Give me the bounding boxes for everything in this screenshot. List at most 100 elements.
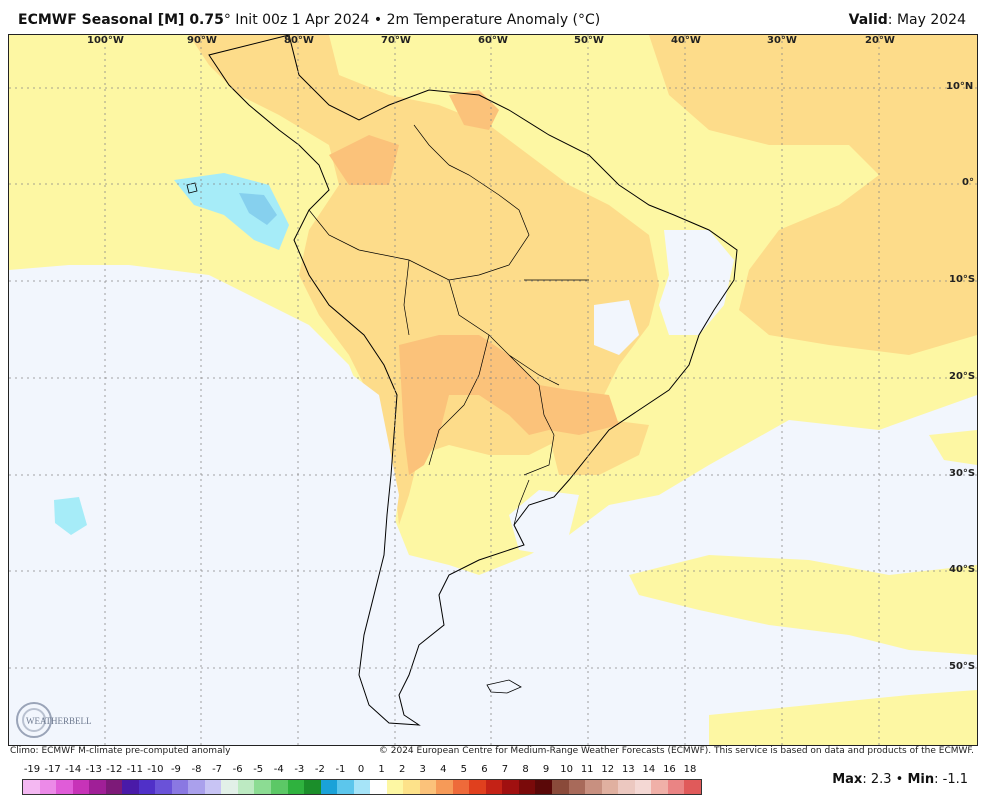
scale-tick: -6	[232, 764, 243, 775]
scale-swatch	[304, 780, 321, 794]
country-borders	[308, 124, 589, 526]
scale-swatch	[684, 780, 701, 794]
scale-tick: 14	[642, 764, 656, 775]
ecmwf-credit: © 2024 European Centre for Medium-Range …	[378, 746, 974, 756]
climo-credit: Climo: ECMWF M-climate pre-computed anom…	[10, 746, 231, 756]
scale-swatch	[188, 780, 205, 794]
scale-tick: 11	[580, 764, 594, 775]
lon-label: 30°W	[767, 35, 797, 46]
scale-tick: 0	[357, 764, 365, 775]
scale-tick: -17	[44, 764, 61, 775]
scale-swatch	[452, 780, 470, 794]
scale-swatch	[204, 780, 222, 794]
scale-tick: -14	[64, 764, 82, 775]
scale-swatch	[89, 780, 106, 794]
lat-label: 10°N	[946, 81, 974, 92]
scale-tick: -10	[147, 764, 164, 775]
scale-swatch	[568, 780, 586, 794]
scale-swatch	[72, 780, 90, 794]
scale-tick: -11	[126, 764, 143, 775]
scale-swatch	[56, 780, 73, 794]
scale-swatch	[634, 780, 652, 794]
scale-tick: 3	[419, 764, 426, 775]
scale-tick: 2	[398, 764, 406, 775]
scale-swatch	[601, 780, 619, 794]
scale-swatch	[39, 780, 57, 794]
scale-tick: 6	[481, 764, 488, 775]
scale-swatch	[667, 780, 685, 794]
scale-tick: -12	[106, 764, 123, 775]
scale-swatch	[287, 780, 305, 794]
scale-swatch	[535, 780, 552, 794]
lon-label: 50°W	[574, 35, 604, 46]
anomaly-map: 100°W 90°W 80°W 70°W 60°W 50°W 40°W 30°W…	[8, 34, 978, 746]
scale-swatch	[502, 780, 519, 794]
lat-label: 40°S	[949, 564, 976, 575]
scale-tick: 4	[440, 764, 447, 775]
map-header: ECMWF Seasonal [M] 0.75° Init 00z 1 Apr …	[18, 12, 966, 34]
weatherbell-logo: WEATHERBELL	[14, 700, 98, 740]
lon-label: 100°W	[87, 35, 124, 46]
lat-label: 50°S	[949, 661, 976, 672]
scale-tick: -4	[273, 764, 284, 775]
lat-label: 20°S	[949, 371, 976, 382]
map-canvas	[9, 35, 977, 745]
scale-swatch	[469, 780, 486, 794]
anomaly-zone-light-yellow	[929, 430, 977, 465]
scale-swatch	[403, 780, 420, 794]
scale-tick: 18	[683, 764, 697, 775]
svg-text:WEATHERBELL: WEATHERBELL	[26, 716, 92, 726]
scale-swatch	[419, 780, 437, 794]
scale-tick: 7	[501, 764, 509, 775]
scale-tick: -9	[170, 764, 181, 775]
min-value: : -1.1	[934, 772, 968, 787]
anomaly-zone-blue	[239, 193, 277, 225]
lon-label: 20°W	[865, 35, 895, 46]
lon-label: 40°W	[671, 35, 701, 46]
anomaly-zone-cyan	[54, 497, 87, 535]
scale-swatch	[237, 780, 255, 794]
max-min-stats: Max: 2.3 • Min: -1.1	[832, 772, 968, 787]
scale-swatch	[320, 780, 338, 794]
lat-label: 10°S	[949, 274, 976, 285]
scale-swatch	[353, 780, 371, 794]
anomaly-zone-orange	[329, 135, 399, 185]
scale-tick: 5	[460, 764, 467, 775]
scale-tick: 10	[560, 764, 573, 775]
anomaly-zone-light-yellow	[709, 690, 977, 745]
scale-swatch	[386, 780, 404, 794]
map-title: ECMWF Seasonal [M] 0.75	[18, 12, 224, 28]
scale-swatch	[171, 780, 189, 794]
scale-tick: -1	[335, 764, 346, 775]
scale-swatch	[23, 780, 40, 794]
scale-swatch	[518, 780, 536, 794]
scale-tick: -13	[85, 764, 102, 775]
scale-tick: -7	[212, 764, 223, 775]
scale-swatch	[221, 780, 238, 794]
scale-ticks: -19 -17 -14 -13 -12 -11 -10 -9 -8 -7 -6 -5 -4 -3 -2 -1 0…	[22, 764, 702, 778]
island-falklands	[486, 679, 522, 694]
max-value: : 2.3 •	[862, 772, 908, 787]
anomaly-zone-cyan	[174, 173, 289, 250]
scale-bar	[22, 779, 702, 795]
scale-swatch	[436, 780, 453, 794]
scale-swatch	[155, 780, 172, 794]
scale-swatch	[552, 780, 569, 794]
scale-swatch	[337, 780, 354, 794]
lon-label: 90°W	[187, 35, 217, 46]
scale-swatch	[585, 780, 602, 794]
lon-label: 70°W	[381, 35, 411, 46]
lat-label: 30°S	[949, 468, 976, 479]
anomaly-zone-neutral	[594, 300, 639, 355]
graticule	[9, 35, 977, 745]
scale-tick: 1	[378, 764, 385, 775]
scale-swatch	[651, 780, 668, 794]
valid-date: Valid: May 2024	[849, 12, 966, 28]
anomaly-zone-neutral	[9, 325, 399, 745]
south-america-coastline	[208, 35, 738, 726]
scale-tick: -3	[294, 764, 305, 775]
scale-swatch	[618, 780, 635, 794]
max-label: Max	[832, 772, 863, 787]
scale-swatch	[105, 780, 123, 794]
scale-tick: 13	[621, 764, 635, 775]
